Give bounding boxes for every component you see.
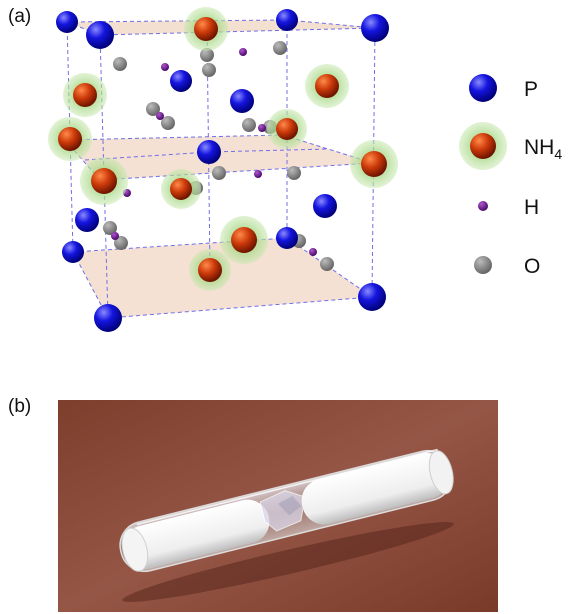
left-plug-end [121, 527, 149, 572]
ammonium-ion [48, 117, 92, 161]
ammonium-ion [80, 157, 128, 205]
legend-item-o: O [474, 255, 540, 278]
left-cotton-plug [122, 499, 270, 570]
oxygen-legend-icon [474, 256, 492, 274]
legend-item-nh4: NH4 [459, 122, 562, 170]
ammonium-ion [63, 73, 107, 117]
legend-label-nh4-subscript: 4 [554, 146, 562, 162]
ammonium-ion [220, 216, 268, 264]
sample-tube [119, 448, 454, 573]
crystal-structure-diagram: P NH4 H O [48, 7, 562, 332]
ammonium-ion [189, 249, 231, 291]
right-cotton-plug [301, 452, 449, 525]
ammonium-ion [305, 64, 349, 108]
ammonium-ion [184, 7, 228, 51]
legend-label-h: H [524, 196, 539, 219]
ammonium-ion [350, 140, 398, 188]
tube-shadow [122, 522, 454, 602]
legend: P NH4 H O [459, 74, 562, 278]
ammonium-ion [161, 169, 201, 209]
phosphorus-legend-icon [469, 74, 497, 102]
right-plug-end [428, 450, 454, 495]
panel-a-label: (a) [8, 6, 32, 27]
glass-highlight [136, 448, 438, 526]
hydrogen-legend-icon [478, 201, 488, 211]
ammonium-ions [48, 7, 398, 291]
panel-b-label: (b) [8, 396, 32, 417]
legend-label-p: P [524, 78, 538, 101]
legend-label-o: O [524, 255, 540, 278]
ammonium-legend-core-icon [470, 133, 496, 159]
legend-label-nh4: NH4 [524, 136, 562, 162]
phosphorus-atoms [56, 9, 389, 332]
legend-item-p: P [469, 74, 538, 102]
legend-label-nh4-main: NH [524, 136, 554, 159]
crystal-fragment-small [278, 496, 302, 516]
ammonium-ion [267, 109, 307, 149]
legend-item-h: H [478, 196, 539, 219]
sample-tube-photo [58, 400, 498, 612]
